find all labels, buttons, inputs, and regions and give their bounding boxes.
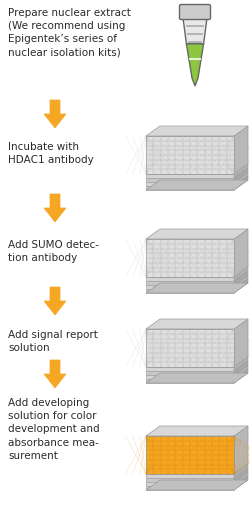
Polygon shape	[146, 329, 234, 334]
Polygon shape	[146, 126, 248, 136]
Polygon shape	[146, 239, 234, 244]
Polygon shape	[146, 436, 234, 441]
Polygon shape	[234, 357, 248, 371]
Polygon shape	[146, 482, 234, 486]
Polygon shape	[234, 229, 248, 277]
Text: Prepare nuclear extract
(We recommend using
Epigentek’s series of
nuclear isolat: Prepare nuclear extract (We recommend us…	[8, 8, 131, 58]
Polygon shape	[44, 100, 66, 128]
Polygon shape	[146, 375, 234, 379]
Polygon shape	[234, 172, 248, 186]
Polygon shape	[234, 361, 248, 375]
Polygon shape	[146, 283, 248, 293]
Text: Incubate with
HDAC1 antibody: Incubate with HDAC1 antibody	[8, 142, 94, 165]
Polygon shape	[146, 486, 234, 490]
Polygon shape	[44, 360, 66, 388]
Polygon shape	[146, 136, 234, 174]
Polygon shape	[234, 271, 248, 285]
Polygon shape	[146, 289, 234, 293]
Polygon shape	[146, 319, 248, 329]
Polygon shape	[234, 472, 248, 486]
Polygon shape	[146, 379, 234, 383]
Polygon shape	[146, 239, 234, 277]
Polygon shape	[234, 168, 248, 182]
Polygon shape	[44, 194, 66, 222]
Polygon shape	[146, 281, 234, 285]
Polygon shape	[234, 126, 248, 174]
Polygon shape	[234, 267, 248, 281]
Polygon shape	[146, 474, 234, 478]
Text: Add developing
solution for color
development and
absorbance mea-
surement: Add developing solution for color develo…	[8, 398, 100, 461]
Polygon shape	[186, 44, 204, 86]
Polygon shape	[146, 285, 234, 289]
Polygon shape	[234, 176, 248, 190]
Polygon shape	[146, 371, 234, 375]
Polygon shape	[146, 180, 248, 190]
Polygon shape	[146, 367, 234, 371]
Polygon shape	[234, 164, 248, 178]
Polygon shape	[234, 468, 248, 482]
Polygon shape	[146, 329, 234, 367]
Polygon shape	[146, 436, 234, 474]
Polygon shape	[146, 478, 234, 482]
Polygon shape	[234, 279, 248, 293]
Polygon shape	[234, 275, 248, 289]
Text: Add SUMO detec-
tion antibody: Add SUMO detec- tion antibody	[8, 240, 99, 263]
Polygon shape	[44, 287, 66, 315]
Polygon shape	[234, 426, 248, 474]
Polygon shape	[234, 476, 248, 490]
Polygon shape	[146, 178, 234, 182]
Polygon shape	[146, 277, 234, 281]
Polygon shape	[146, 136, 234, 141]
Polygon shape	[146, 426, 248, 436]
Polygon shape	[146, 229, 248, 239]
Polygon shape	[146, 186, 234, 190]
Polygon shape	[234, 319, 248, 367]
Polygon shape	[183, 18, 207, 44]
Polygon shape	[234, 464, 248, 478]
Polygon shape	[146, 174, 234, 178]
Polygon shape	[146, 373, 248, 383]
Polygon shape	[234, 369, 248, 383]
Polygon shape	[146, 182, 234, 186]
Polygon shape	[234, 365, 248, 379]
FancyBboxPatch shape	[180, 5, 210, 20]
Text: Add signal report
solution: Add signal report solution	[8, 330, 98, 353]
Polygon shape	[146, 480, 248, 490]
